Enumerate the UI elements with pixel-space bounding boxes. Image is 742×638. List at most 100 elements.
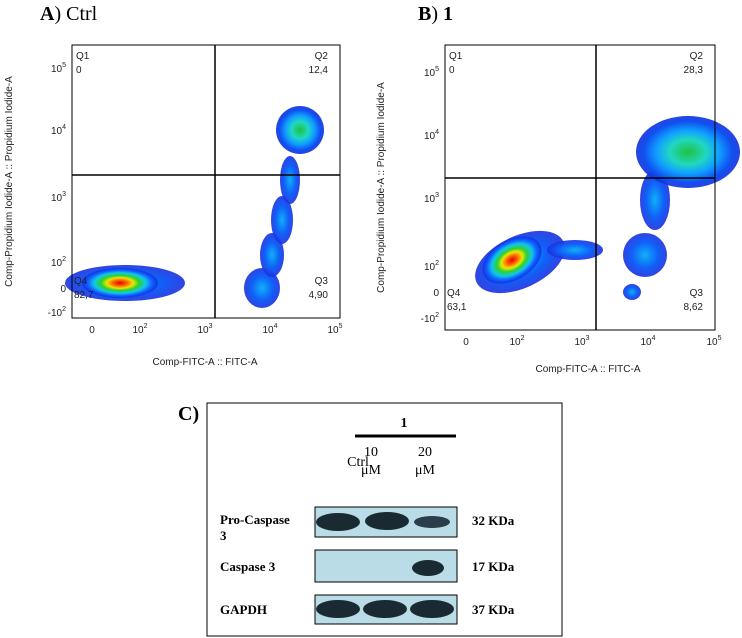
panel-title: B) 1 <box>418 3 453 25</box>
tick-label: 104 <box>640 335 655 348</box>
quadrant-name: Q2 <box>690 51 704 62</box>
tick-label: 105 <box>424 66 439 79</box>
lane-label: Ctrl <box>347 455 369 470</box>
tick-label: 103 <box>51 191 66 204</box>
panel-letter: A <box>40 3 55 25</box>
lane-unit: μM <box>361 463 382 478</box>
density-plot <box>65 106 740 308</box>
row-label: GAPDH <box>220 602 267 617</box>
quadrant-name: Q1 <box>76 51 90 62</box>
tick-exp: 2 <box>62 256 66 263</box>
x-axis-label: Comp-FITC-A :: FITC-A <box>153 357 258 368</box>
quadrant-percent: 12,4 <box>309 65 329 76</box>
tick-label: 104 <box>262 323 277 336</box>
tick-exp: 4 <box>435 129 439 136</box>
tick-base: 10 <box>424 262 436 273</box>
tick-base: 10 <box>51 258 63 269</box>
tick-label: 0 <box>433 288 439 299</box>
tick-base: 10 <box>424 131 436 142</box>
tick-base: -10 <box>421 314 436 325</box>
row-size: 37 KDa <box>472 602 515 617</box>
tick-exp: 2 <box>435 312 439 319</box>
quadrant-percent: 28,3 <box>684 65 704 76</box>
tick-base: -10 <box>48 308 63 319</box>
tick-base: 0 <box>433 288 439 299</box>
tick-label: 102 <box>424 260 439 273</box>
tick-exp: 4 <box>62 124 66 131</box>
y-axis-label: Comp-Propidium Iodide-A :: Propidium Iod… <box>376 82 387 293</box>
tick-exp: 3 <box>209 323 213 330</box>
tick-label: 105 <box>327 323 342 336</box>
tick-label: 104 <box>51 124 66 137</box>
panel-name: Ctrl <box>66 3 98 25</box>
tick-base: 10 <box>197 325 209 336</box>
panel-name: 1 <box>443 3 453 25</box>
quadrant-name: Q3 <box>690 288 704 299</box>
plot-frame <box>71 44 341 319</box>
tick-label: 103 <box>197 323 212 336</box>
tick-base: 10 <box>262 325 274 336</box>
tick-base: 10 <box>424 194 436 205</box>
panel-label: C) <box>178 403 199 425</box>
tick-label: 0 <box>463 337 469 348</box>
blot-bands <box>314 506 458 625</box>
tick-exp: 5 <box>339 323 343 330</box>
lane-unit: μM <box>415 463 436 478</box>
tick-base: 10 <box>51 64 63 75</box>
tick-base: 0 <box>60 284 66 295</box>
tick-base: 10 <box>574 337 586 348</box>
row-size: 32 KDa <box>472 513 515 528</box>
tick-label: 103 <box>574 335 589 348</box>
tick-base: 10 <box>51 126 63 137</box>
tick-base: 10 <box>132 325 144 336</box>
y-axis-label: Comp-Propidium Iodide-A :: Propidium Iod… <box>4 76 15 287</box>
row-label: Caspase 3 <box>220 559 276 574</box>
tick-exp: 5 <box>62 62 66 69</box>
tick-label: 102 <box>132 323 147 336</box>
tick-exp: 2 <box>144 323 148 330</box>
tick-exp: 2 <box>62 306 66 313</box>
tick-label: 102 <box>51 256 66 269</box>
plot-frame <box>444 44 716 331</box>
tick-base: 10 <box>509 337 521 348</box>
panel-letter: B <box>418 3 431 25</box>
tick-exp: 4 <box>274 323 278 330</box>
row-label-line: 3 <box>220 528 227 543</box>
blot-frame <box>206 402 563 637</box>
tick-label: -102 <box>421 312 439 325</box>
tick-exp: 2 <box>521 335 525 342</box>
tick-label: 105 <box>706 335 721 348</box>
tick-base: 10 <box>424 68 436 79</box>
quadrant-percent: 82,7 <box>74 290 94 301</box>
tick-label: -102 <box>48 306 66 319</box>
row-label: Pro-Caspase 3 <box>220 512 290 543</box>
tick-base: 10 <box>706 337 718 348</box>
tick-base: 10 <box>640 337 652 348</box>
tick-base: 0 <box>463 337 469 348</box>
quadrant-name: Q4 <box>74 276 88 287</box>
tick-base: 10 <box>51 193 63 204</box>
tick-exp: 3 <box>62 191 66 198</box>
quadrant-percent: 0 <box>76 65 82 76</box>
tick-label: 0 <box>89 325 95 336</box>
tick-base: 0 <box>89 325 95 336</box>
tick-exp: 5 <box>718 335 722 342</box>
quadrant-name: Q1 <box>449 51 463 62</box>
tick-exp: 2 <box>435 260 439 267</box>
tick-label: 102 <box>509 335 524 348</box>
quadrant-percent: 8,62 <box>684 302 704 313</box>
x-axis-label: Comp-FITC-A :: FITC-A <box>536 364 641 375</box>
tick-exp: 3 <box>586 335 590 342</box>
row-label-line: Pro-Caspase <box>220 512 290 527</box>
panel-paren: ) <box>54 3 66 25</box>
tick-exp: 3 <box>435 192 439 199</box>
panel-title: A) Ctrl <box>40 3 98 25</box>
quadrant-name: Q3 <box>315 276 329 287</box>
tick-exp: 4 <box>652 335 656 342</box>
panel-letter: C <box>178 403 192 425</box>
lane-label: 20 <box>418 445 432 460</box>
quadrant-percent: 63,1 <box>447 302 467 313</box>
quadrant-name: Q2 <box>315 51 329 62</box>
tick-label: 103 <box>424 192 439 205</box>
